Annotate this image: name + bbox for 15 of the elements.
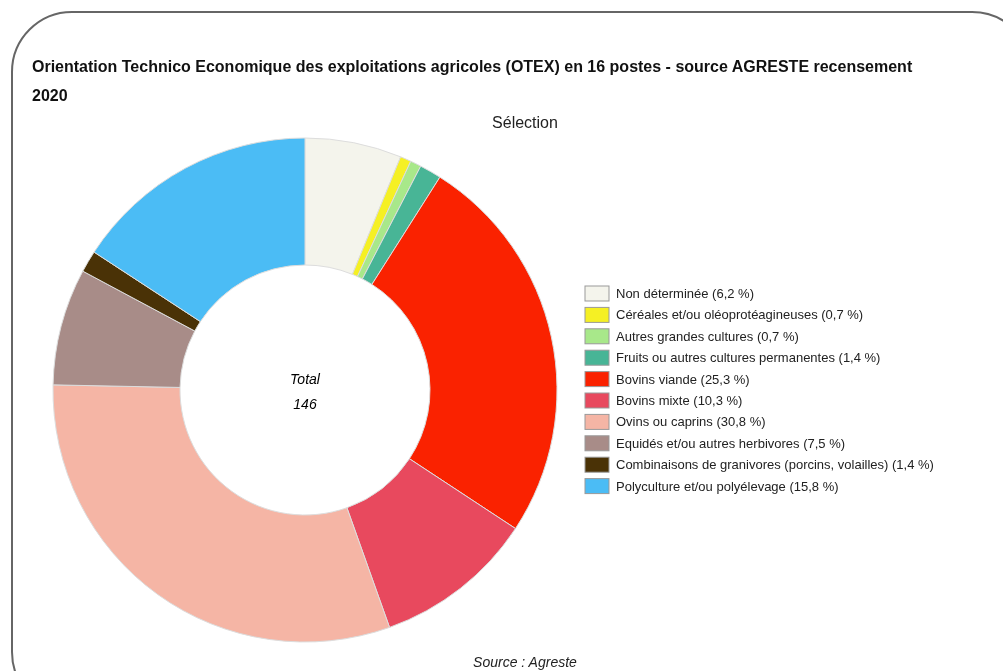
legend-label: Céréales et/ou oléoprotéagineuses (0,7 %) [616, 307, 864, 323]
text: Total [290, 371, 321, 387]
legend-label: Polyculture et/ou polyélevage (15,8 %) [616, 478, 839, 494]
legend-label: Autres grandes cultures (0,7 %) [616, 328, 799, 344]
legend-label: Combinaisons de granivores (porcins, volailles) (1,4 %) [616, 457, 934, 473]
chart-title: Orientation Technico Economique des exploitations agricoles (OTEX) en 16 postes - source AGRESTE recensement 2020 [32, 58, 913, 104]
legend-label: Equidés et/ou autres herbivores (7,5 %) [616, 435, 846, 451]
source-note: Source : Agreste [473, 654, 578, 670]
legend-label: Ovins ou caprins (30,8 %) [616, 414, 766, 430]
legend-label: Fruits ou autres cultures permanentes (1,4 %) [616, 350, 881, 366]
legend-label: Non déterminée (6,2 %) [616, 286, 755, 301]
text: 146 [293, 396, 317, 412]
legend-label: Bovins mixte (10,3 %) [616, 393, 743, 408]
legend-label: Bovins viande (25,3 %) [616, 371, 750, 387]
chart-subtitle: Sélection [492, 114, 558, 131]
